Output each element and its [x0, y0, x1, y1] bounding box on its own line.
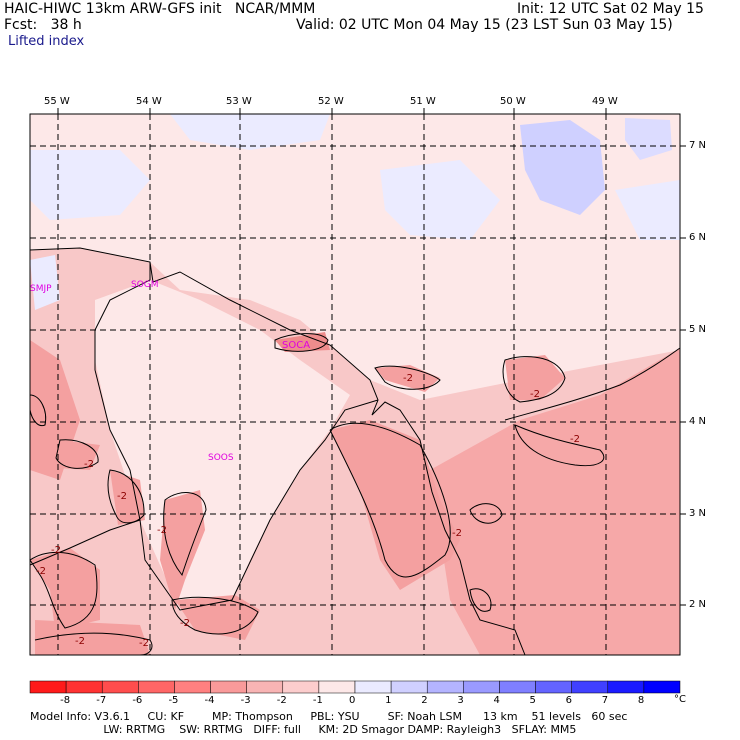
patch-4 — [160, 490, 205, 610]
colorbar — [29, 680, 681, 694]
station-label: SOOS — [208, 453, 234, 463]
map-frame — [29, 113, 681, 656]
coastline — [29, 247, 526, 656]
contour-label: -2 — [75, 636, 85, 647]
colorbar-swatch — [65, 680, 103, 694]
colorbar-swatch — [138, 680, 175, 694]
stable-zone-2 — [625, 118, 672, 160]
patch-11 — [35, 620, 150, 655]
contour-label: -2 — [180, 618, 190, 629]
stable-zone-5 — [380, 160, 500, 240]
lat-label: 2 N — [689, 599, 707, 610]
model-info-line-2: LW: RRTMG SW: RRTMG DIFF: full KM: 2D Sm… — [30, 723, 577, 736]
lat-label: 7 N — [689, 140, 707, 151]
lat-label: 5 N — [689, 324, 707, 335]
stable-zone-3 — [170, 114, 330, 150]
colorbar-swatch — [535, 680, 572, 694]
model-info-line-1: Model Info: V3.6.1 CU: KF MP: Thompson P… — [30, 710, 628, 723]
colorbar-tick-label: 1 — [385, 695, 392, 706]
colorbar-tick-label: 8 — [637, 695, 645, 706]
stable-zone-7 — [615, 180, 680, 240]
lon-label: 54 W — [136, 96, 162, 107]
station-label: SOGM — [131, 280, 159, 290]
contour-label: -2 — [36, 566, 46, 577]
forecast-hour: Fcst: 38 h — [4, 17, 82, 33]
colorbar-tick-label: -8 — [60, 695, 71, 706]
deep-pink-zone — [430, 348, 680, 655]
axis-ticks — [57, 108, 686, 606]
contour-label: -2 — [530, 389, 540, 400]
colorbar-tick-label: -3 — [240, 695, 251, 706]
colorbar-swatch — [101, 680, 139, 694]
lat-label: 4 N — [689, 416, 707, 427]
lon-label: 50 W — [500, 96, 526, 107]
colorbar-swatch — [354, 680, 392, 694]
colorbar-swatch — [246, 680, 284, 694]
contour-label: -2 — [403, 373, 413, 384]
station-label: SMJP — [30, 284, 52, 294]
lat-label: 6 N — [689, 232, 707, 243]
colorbar-swatch — [29, 680, 67, 694]
lat-label: 3 N — [689, 508, 707, 519]
stable-zone-6 — [30, 255, 60, 310]
colorbar-tick-label: -7 — [96, 695, 107, 706]
contour-label: -2 — [139, 638, 149, 649]
lon-label: 51 W — [410, 96, 436, 107]
colorbar-tick-label: -2 — [276, 695, 287, 706]
patch-1 — [330, 420, 460, 590]
lon-label: 53 W — [226, 96, 252, 107]
colorbar-tick-label: 4 — [493, 695, 500, 706]
colorbar-tick-label: -5 — [168, 695, 179, 706]
colorbar-swatch — [607, 680, 645, 694]
colorbar-tick-label: -1 — [312, 695, 323, 706]
model-title: HAIC-HIWC 13km ARW-GFS init NCAR/MMM — [4, 1, 316, 17]
contour-label: -2 — [157, 525, 167, 536]
contour-label: -2 — [452, 528, 462, 539]
contour-label: -2 — [570, 434, 580, 445]
colorbar-tick-label: 0 — [349, 695, 356, 706]
colorbar-tick-label: 2 — [421, 695, 428, 706]
colorbar-swatch — [643, 680, 681, 694]
colorbar-swatch — [463, 680, 500, 694]
colorbar-tick-label: 7 — [601, 695, 609, 706]
contour-label: -2 — [84, 459, 94, 470]
colorbar-swatch — [426, 680, 464, 694]
lat-lon-grid — [30, 114, 680, 655]
colorbar-swatch — [318, 680, 356, 694]
patch-5 — [110, 470, 145, 525]
patch-6 — [58, 440, 100, 470]
stable-zone-4 — [30, 150, 150, 220]
lon-label: 49 W — [592, 96, 618, 107]
patch-7 — [505, 355, 565, 400]
colorbar-tick-label: -4 — [204, 695, 215, 706]
patch-9 — [275, 332, 330, 352]
patch-3 — [30, 548, 100, 630]
patch-10 — [175, 595, 260, 640]
colorbar-swatch — [282, 680, 320, 694]
colorbar-swatch — [571, 680, 609, 694]
lon-label: 52 W — [318, 96, 344, 107]
colorbar-tick-label: 6 — [565, 695, 573, 706]
colorbar-swatch — [210, 680, 247, 694]
colorbar-tick-label: 3 — [457, 695, 464, 706]
valid-time: Valid: 02 UTC Mon 04 May 15 (23 LST Sun … — [296, 17, 673, 33]
stable-zone-1 — [520, 120, 605, 215]
colorbar-tick-label: 5 — [529, 695, 536, 706]
colorbar-swatch — [390, 680, 428, 694]
colorbar-tick-label: -6 — [132, 695, 143, 706]
colorbar-unit: °C — [674, 694, 686, 705]
contour-label: -2 — [51, 545, 61, 556]
station-label: SOCA — [282, 340, 311, 351]
lon-label: 55 W — [44, 96, 70, 107]
colorbar-swatch — [499, 680, 536, 694]
init-time: Init: 12 UTC Sat 02 May 15 — [517, 1, 704, 17]
field-title: Lifted index — [8, 34, 85, 49]
pale-interior-zone — [95, 280, 350, 610]
colorbar-swatch — [174, 680, 211, 694]
contour-label: -2 — [117, 491, 127, 502]
